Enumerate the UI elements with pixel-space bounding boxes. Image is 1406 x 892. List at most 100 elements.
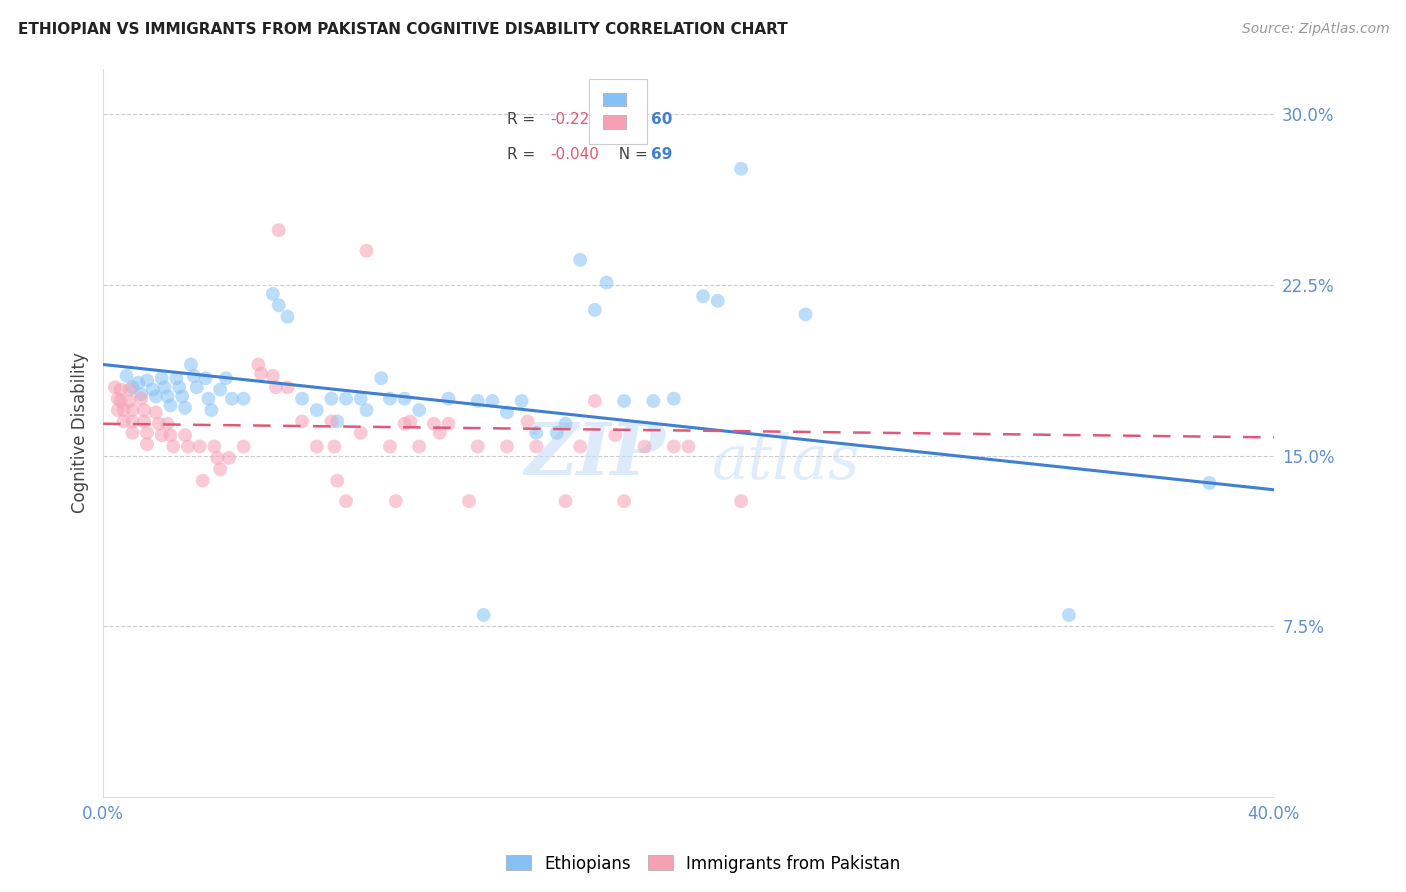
Point — [496, 440, 519, 454]
Point — [112, 403, 135, 417]
Point — [156, 417, 179, 431]
Legend: Ethiopians, Immigrants from Pakistan: Ethiopians, Immigrants from Pakistan — [499, 848, 907, 880]
Point — [267, 223, 290, 237]
Point — [335, 392, 357, 406]
Point — [186, 380, 208, 394]
Point — [165, 371, 187, 385]
Point — [197, 392, 219, 406]
Point — [112, 414, 135, 428]
Point — [730, 494, 752, 508]
Point — [167, 380, 190, 394]
Point — [1198, 475, 1220, 490]
Point — [423, 417, 446, 431]
Point — [305, 403, 328, 417]
Point — [159, 399, 181, 413]
Point — [408, 403, 430, 417]
Point — [209, 383, 232, 397]
Point — [172, 389, 194, 403]
Point — [262, 287, 284, 301]
Point — [429, 425, 451, 440]
Point — [276, 310, 298, 324]
Point — [127, 376, 149, 390]
Text: ZIP: ZIP — [524, 419, 665, 491]
Point — [118, 383, 141, 397]
Point — [115, 368, 138, 383]
Point — [132, 414, 155, 428]
Point — [150, 371, 173, 385]
Point — [136, 374, 159, 388]
Point — [356, 403, 378, 417]
Point — [159, 428, 181, 442]
Point — [150, 428, 173, 442]
Point — [180, 358, 202, 372]
Point — [643, 394, 665, 409]
Point — [121, 380, 143, 394]
Point — [633, 440, 655, 454]
Point — [692, 289, 714, 303]
Point — [350, 392, 373, 406]
Point — [569, 252, 592, 267]
Text: ETHIOPIAN VS IMMIGRANTS FROM PAKISTAN COGNITIVE DISABILITY CORRELATION CHART: ETHIOPIAN VS IMMIGRANTS FROM PAKISTAN CO… — [18, 22, 787, 37]
Point — [191, 474, 214, 488]
Point — [326, 414, 349, 428]
Text: N =: N = — [609, 112, 652, 127]
Point — [595, 276, 617, 290]
Point — [110, 394, 132, 409]
Point — [291, 392, 314, 406]
Point — [202, 440, 225, 454]
Point — [481, 394, 503, 409]
Point — [394, 392, 416, 406]
Point — [678, 440, 700, 454]
Point — [569, 440, 592, 454]
Point — [276, 380, 298, 394]
Point — [524, 425, 547, 440]
Text: 69: 69 — [651, 147, 672, 162]
Point — [145, 389, 167, 403]
Point — [378, 440, 401, 454]
Point — [605, 428, 627, 442]
Text: N =: N = — [609, 147, 652, 162]
Point — [104, 380, 127, 394]
Point — [554, 494, 576, 508]
Point — [188, 440, 211, 454]
Point — [121, 425, 143, 440]
Text: 60: 60 — [651, 112, 672, 127]
Point — [546, 425, 568, 440]
Point — [510, 394, 533, 409]
Point — [378, 392, 401, 406]
Point — [326, 474, 349, 488]
Point — [200, 403, 222, 417]
Point — [183, 368, 205, 383]
Point — [142, 383, 165, 397]
Text: -0.224: -0.224 — [550, 112, 599, 127]
Point — [107, 403, 129, 417]
Point — [613, 494, 636, 508]
Point — [215, 371, 238, 385]
Point — [321, 414, 343, 428]
Point — [399, 414, 422, 428]
Point — [148, 417, 170, 431]
Point — [335, 494, 357, 508]
Text: R =: R = — [508, 147, 540, 162]
Point — [218, 450, 240, 465]
Point — [1057, 607, 1080, 622]
Point — [408, 440, 430, 454]
Point — [467, 440, 489, 454]
Point — [145, 405, 167, 419]
Point — [291, 414, 314, 428]
Point — [496, 405, 519, 419]
Point — [247, 358, 270, 372]
Point — [136, 425, 159, 440]
Point — [232, 440, 254, 454]
Point — [110, 383, 132, 397]
Point — [583, 302, 606, 317]
Point — [794, 308, 817, 322]
Point — [221, 392, 243, 406]
Point — [554, 417, 576, 431]
Point — [209, 462, 232, 476]
Point — [613, 394, 636, 409]
Point — [524, 440, 547, 454]
Point — [232, 392, 254, 406]
Text: atlas: atlas — [711, 432, 860, 492]
Point — [370, 371, 392, 385]
